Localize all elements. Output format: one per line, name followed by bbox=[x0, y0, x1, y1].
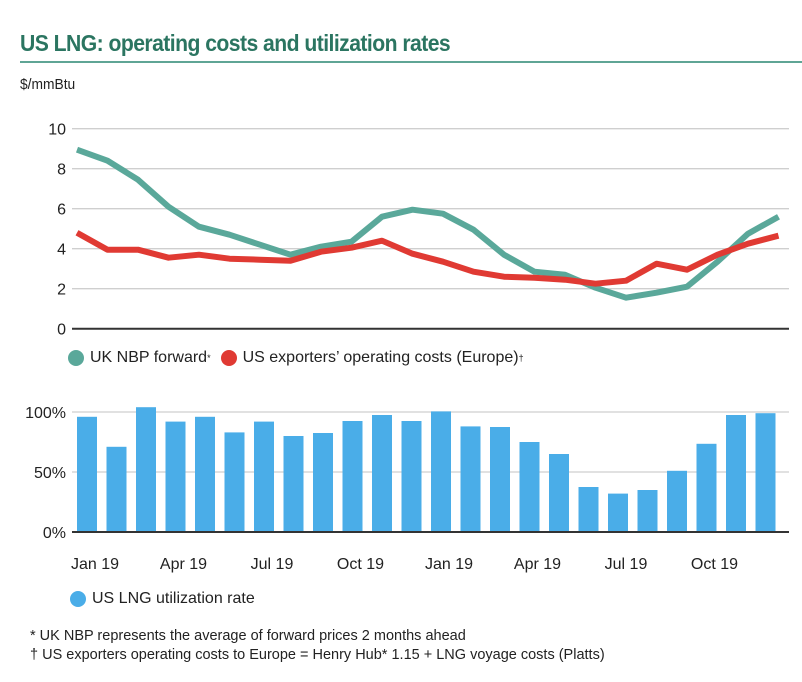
bar bbox=[431, 411, 451, 532]
bar bbox=[283, 436, 304, 532]
bar bbox=[342, 421, 363, 532]
series-line-us-costs bbox=[75, 230, 780, 287]
bar bbox=[254, 421, 274, 532]
y-tick-label: 0 bbox=[57, 322, 66, 339]
legend-item-uk-nbp: UK NBP forward * bbox=[68, 349, 211, 367]
chart-title: US LNG: operating costs and utilization … bbox=[20, 30, 451, 56]
bar bbox=[401, 421, 422, 532]
legend-swatch-us-costs bbox=[220, 350, 237, 366]
x-tick-label: Jul 19 bbox=[605, 556, 648, 573]
bar-chart-bars bbox=[77, 407, 776, 532]
legend-item-utilization: US LNG utilization rate bbox=[70, 590, 255, 608]
bar-chart-x-ticks: Jan 19 Apr 19 Jul 19 Oct 19 Jan 19 Apr 19 Jul … bbox=[71, 556, 738, 573]
y-tick-label: 50% bbox=[34, 465, 66, 482]
bar bbox=[549, 454, 569, 532]
bar bbox=[224, 432, 245, 532]
bar bbox=[372, 415, 392, 532]
bar bbox=[608, 493, 628, 532]
y-tick-label: 10 bbox=[48, 122, 66, 139]
series-line-uk-nbp bbox=[75, 146, 780, 301]
legend-swatch-utilization bbox=[70, 591, 86, 607]
y-axis-unit-label: $/mmBtu bbox=[20, 76, 76, 93]
x-tick-label: Jan 19 bbox=[71, 556, 119, 573]
y-tick-label: 8 bbox=[57, 162, 66, 179]
bar bbox=[136, 407, 156, 532]
line-chart-y-ticks: 0 2 4 6 8 10 bbox=[48, 122, 66, 339]
x-tick-label: Oct 19 bbox=[691, 556, 738, 573]
legend-label-uk-nbp: UK NBP forward bbox=[90, 349, 208, 366]
x-tick-label: Jul 19 bbox=[251, 556, 294, 573]
bar bbox=[726, 415, 746, 532]
footnote-costs: † US exporters operating costs to Europe… bbox=[30, 647, 605, 663]
bar bbox=[460, 426, 481, 532]
bar bbox=[313, 433, 333, 532]
bar bbox=[578, 487, 599, 532]
bar bbox=[490, 427, 510, 532]
y-tick-label: 0% bbox=[43, 525, 66, 542]
line-chart-legend: UK NBP forward * US exporters’ operating … bbox=[68, 349, 534, 367]
legend-label-utilization: US LNG utilization rate bbox=[92, 590, 255, 607]
legend-item-us-costs: US exporters’ operating costs (Europe) † bbox=[220, 349, 524, 367]
legend-swatch-uk-nbp bbox=[68, 350, 84, 366]
x-tick-label: Apr 19 bbox=[160, 556, 207, 573]
bar bbox=[195, 416, 215, 532]
line-chart-grid bbox=[72, 128, 789, 330]
legend-label-us-costs: US exporters’ operating costs (Europe) bbox=[242, 349, 519, 366]
footnotes: * UK NBP represents the average of forwa… bbox=[30, 627, 605, 665]
bar bbox=[165, 421, 186, 532]
y-tick-label: 2 bbox=[57, 282, 66, 299]
x-tick-label: Jan 19 bbox=[425, 556, 473, 573]
x-tick-label: Oct 19 bbox=[337, 556, 384, 573]
x-tick-label: Apr 19 bbox=[514, 556, 561, 573]
bar bbox=[77, 416, 97, 532]
y-tick-label: 100% bbox=[25, 405, 66, 422]
line-chart-series bbox=[75, 146, 780, 301]
bar bbox=[755, 413, 776, 532]
bar-chart-legend: US LNG utilization rate bbox=[70, 590, 265, 608]
bar bbox=[106, 446, 127, 532]
title-rule bbox=[20, 61, 802, 63]
bar bbox=[696, 443, 717, 532]
footnote-nbp: * UK NBP represents the average of forwa… bbox=[30, 628, 466, 644]
bar-chart-y-ticks: 0% 50% 100% bbox=[25, 405, 66, 542]
y-tick-label: 6 bbox=[57, 202, 66, 219]
bar bbox=[667, 470, 687, 532]
bar bbox=[637, 490, 658, 532]
bar bbox=[519, 442, 540, 532]
y-tick-label: 4 bbox=[57, 242, 66, 259]
